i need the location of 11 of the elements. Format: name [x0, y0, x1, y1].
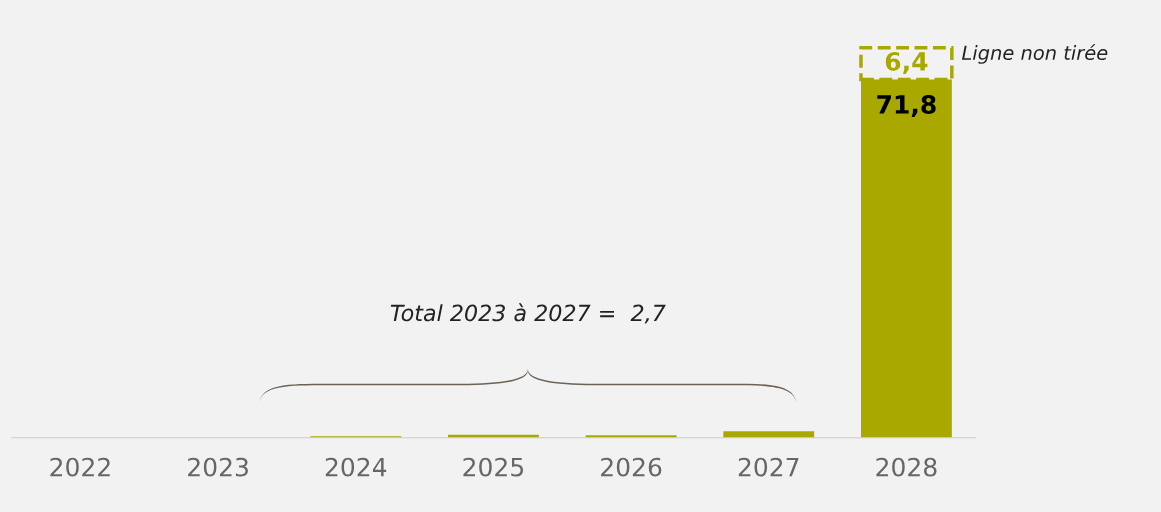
x-tick-label: 2027 — [738, 457, 799, 477]
x-tick-label: 2024 — [325, 457, 387, 477]
series-label: Ligne non tirée — [962, 44, 1108, 64]
data-label: 6,4 — [885, 51, 928, 75]
x-tick-label: 2023 — [188, 457, 248, 477]
x-tick-label: 2025 — [463, 457, 524, 477]
x-tick-label: 2022 — [50, 457, 110, 477]
data-label: 71,8 — [877, 95, 936, 118]
x-tick-label: 2028 — [876, 457, 937, 477]
x-tick-label: 2026 — [601, 457, 662, 477]
annotation: Total 2023 à 2027 = 2,7 — [390, 303, 666, 324]
